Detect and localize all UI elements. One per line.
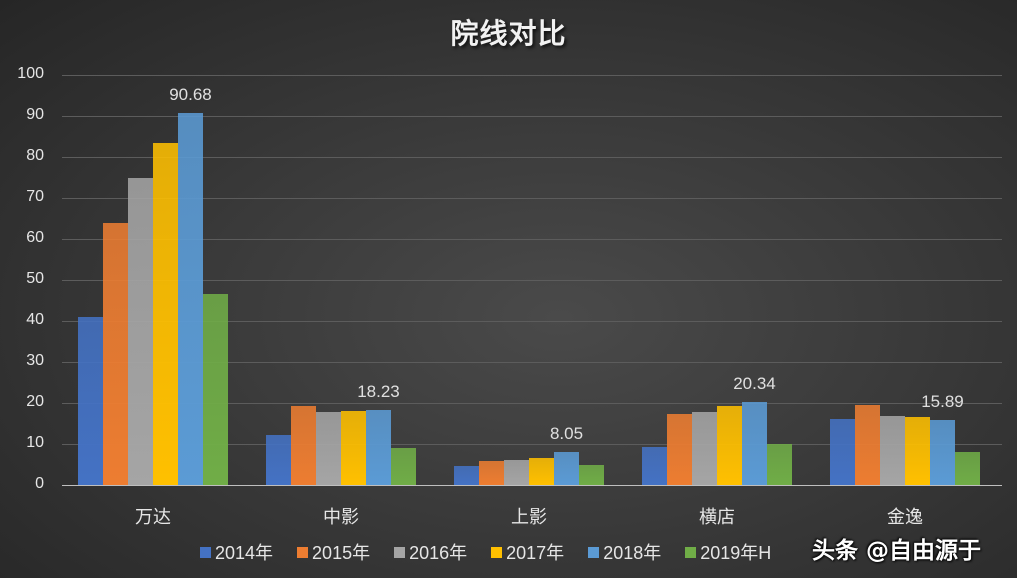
y-tick-label: 40 [26,311,44,328]
data-label: 15.89 [921,391,964,411]
bar-万达-2015年 [103,222,128,485]
bar-万达-2019年H1 [203,293,228,485]
y-tick-label: 0 [35,475,44,492]
x-category-label: 上影 [511,507,547,528]
legend-item: 2018年 [588,540,661,564]
legend-label: 2014年 [215,543,274,563]
legend-swatch-icon [297,546,309,558]
x-category-label: 中影 [323,507,359,528]
bar-横店-2015年 [667,414,692,485]
bar-金逸-2015年 [855,405,880,485]
gridline [62,280,1002,281]
y-tick-label: 90 [26,106,44,123]
gridline [62,198,1002,199]
legend-item: 2019年H [685,540,771,564]
bar-中影-2015年 [291,405,316,485]
bar-金逸-2017年 [905,416,930,485]
bar-万达-2018年 [178,113,203,485]
gridline [62,403,1002,404]
bar-中影-2018年 [366,410,391,485]
legend-label: 2019年H [700,543,772,563]
gridline [62,321,1002,322]
bar-横店-2016年 [692,412,717,485]
gridline [62,444,1002,445]
gridline [62,116,1002,117]
legend-label: 2016年 [409,543,468,563]
legend-item: 2016年 [394,540,467,564]
y-tick-label: 30 [26,352,44,369]
legend-label: 2017年 [506,543,565,563]
bar-横店-2019年H1 [767,444,792,485]
bar-万达-2017年 [153,143,178,485]
bar-中影-2019年H1 [391,448,416,485]
legend-item: 2017年 [491,540,564,564]
legend-swatch-icon [588,546,600,558]
bar-万达-2014年 [78,316,103,485]
y-tick-label: 10 [26,434,44,451]
x-axis-line [62,485,1002,486]
bar-万达-2016年 [128,177,153,485]
bar-横店-2017年 [717,405,742,485]
data-label: 90.68 [169,85,212,105]
data-label: 20.34 [733,373,776,393]
watermark: 头条 @自由源于 [812,538,982,564]
bar-上影-2016年 [504,460,529,485]
data-label: 18.23 [357,382,400,402]
bar-上影-2019年H1 [579,464,604,485]
x-category-label: 金逸 [887,507,923,528]
gridline [62,239,1002,240]
bar-中影-2017年 [341,411,366,485]
legend-swatch-icon [394,546,406,558]
chart-title: 院线对比 [450,17,567,50]
legend-label: 2018年 [603,543,662,563]
legend-item: 2014年 [200,540,273,564]
y-tick-label: 80 [26,147,44,164]
bar-金逸-2019年H1 [955,452,980,485]
bar-上影-2017年 [529,457,554,485]
y-tick-label: 50 [26,270,44,287]
gridline [62,157,1002,158]
bar-上影-2015年 [479,460,504,485]
bar-金逸-2018年 [930,419,955,485]
legend: 2014年 2015年 2016年 2017年 2018年 2019年H [200,540,795,564]
y-tick-label: 60 [26,229,44,246]
bar-中影-2014年 [266,434,291,485]
x-category-label: 万达 [135,507,171,528]
y-tick-label: 20 [26,393,44,410]
bar-上影-2014年 [454,466,479,485]
legend-item: 2015年 [297,540,370,564]
bar-金逸-2014年 [830,419,855,485]
data-label: 8.05 [549,423,584,443]
bar-上影-2018年 [554,452,579,485]
legend-swatch-icon [685,546,697,558]
gridline [62,362,1002,363]
legend-label: 2015年 [312,543,371,563]
bar-横店-2014年 [642,446,667,485]
bar-中影-2016年 [316,412,341,485]
y-tick-label: 100 [17,65,44,82]
plot-area: 90.68 18.23 8.05 20.34 15.89 [62,75,1002,486]
y-tick-label: 70 [26,188,44,205]
gridline [62,75,1002,76]
bar-金逸-2016年 [880,416,905,485]
x-category-label: 横店 [699,507,735,528]
bar-横店-2018年 [742,401,767,485]
legend-swatch-icon [200,546,211,558]
legend-swatch-icon [491,546,503,558]
